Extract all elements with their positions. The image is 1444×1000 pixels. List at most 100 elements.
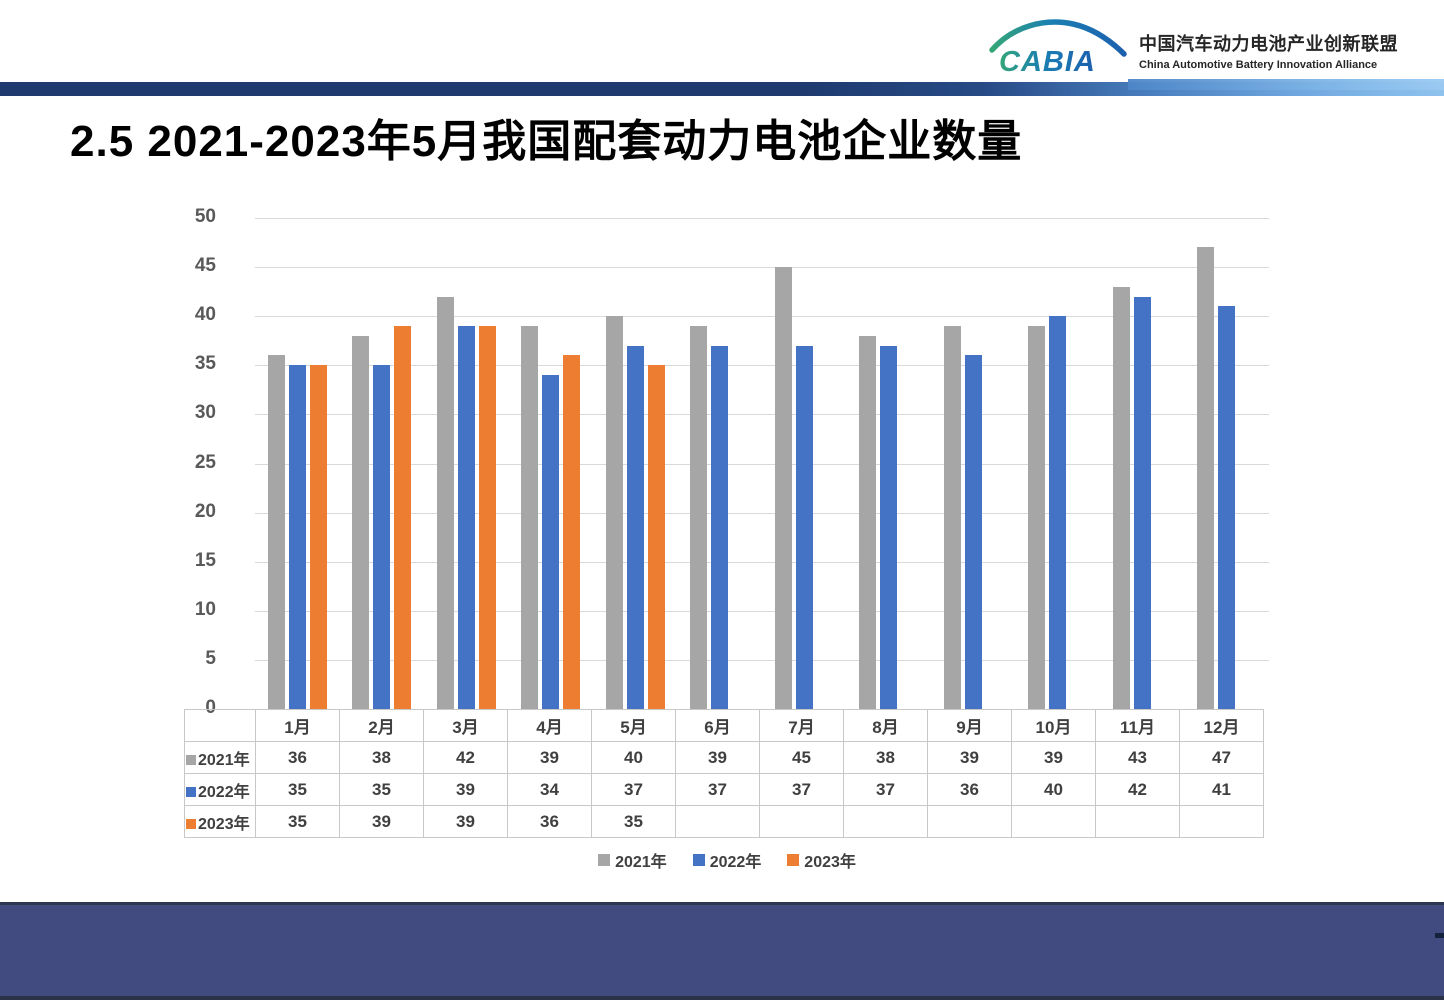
table-cell: 35 [255,773,340,806]
bar-2022年-7月 [795,345,813,709]
table-cell: 34 [507,773,592,806]
bar-2022年-4月 [542,375,560,709]
legend-item: 2022年 [692,848,762,872]
bar-2021年-5月 [605,316,623,709]
bar-2022年-6月 [711,345,729,709]
table-row: 2021年 36 38 42 39 40 39 45 38 39 39 43 47 [184,741,1264,774]
table-cell [1011,805,1096,838]
table-month-header: 9月 [927,709,1012,742]
logo-text: 中国汽车动力电池产业创新联盟 China Automotive Battery … [1139,30,1398,71]
bar-2022年-11月 [1133,296,1151,709]
series-key-swatch [186,754,196,765]
gridline [255,365,1269,367]
table-month-header: 6月 [675,709,760,742]
table-cell: 39 [339,805,424,838]
table-cell: 39 [1011,741,1096,774]
table-cell: 45 [759,741,844,774]
table-cell: 36 [507,805,592,838]
footer-edge-tick [1435,933,1444,938]
legend-item: 2023年 [787,848,856,872]
bar-2022年-12月 [1218,306,1236,709]
table-cell: 39 [927,741,1012,774]
table-cell: 37 [675,773,760,806]
table-row: 2023年 35 39 39 36 35 [184,805,1264,838]
bar-2021年-3月 [436,296,454,709]
table-cell: 37 [759,773,844,806]
bar-2022年-2月 [373,365,391,709]
y-axis: 0 5 10 15 20 25 30 35 40 45 50 [150,0,216,1000]
bar-2022年-9月 [964,355,982,709]
series-key-swatch [186,818,196,829]
legend-label: 2021年 [615,854,667,871]
y-tick-label: 50 [194,206,216,227]
y-tick-label: 15 [194,549,216,571]
y-tick-label: 25 [194,451,216,473]
cabia-logo: CABIA 中国汽车动力电池产业创新联盟 China Automotive Ba… [985,14,1398,78]
bar-2021年-9月 [943,326,961,709]
gridline [255,659,1269,661]
bar-2021年-1月 [267,355,285,709]
logo-en-name: China Automotive Battery Innovation Alli… [1139,59,1378,71]
table-month-header: 5月 [591,709,676,742]
table-cell: 40 [1011,773,1096,806]
gridline [255,267,1269,269]
bar-2023年-2月 [394,326,412,709]
table-month-header: 4月 [507,709,592,742]
y-tick-label: 10 [194,598,216,620]
bar-2023年-5月 [647,365,665,709]
data-table: 1月 2月 3月 4月 5月 6月 7月 8月 9月 10月 11月 12月 2021年 36 38 42 39… [184,709,1264,838]
gridline [255,218,1269,219]
legend-label: 2023年 [804,854,856,871]
bar-2023年-3月 [478,326,496,709]
series-key-label: 2021年 [184,741,256,774]
table-month-header: 3月 [423,709,508,742]
table-cell: 39 [675,741,760,774]
table-month-header: 2月 [339,709,424,742]
table-corner-cell [184,709,256,742]
table-cell [927,805,1012,838]
legend-label: 2022年 [709,854,762,871]
y-tick-label: 40 [194,304,216,326]
table-month-header: 8月 [843,709,928,742]
y-tick-label: 45 [194,255,216,277]
svg-text:CABIA: CABIA [999,46,1096,78]
table-month-header: 1月 [255,709,340,742]
gridline [255,316,1269,318]
bar-2023年-4月 [563,355,581,709]
bar-2022年-10月 [1049,316,1067,709]
table-month-header: 7月 [759,709,844,742]
header-ribbon-highlight [1128,79,1444,90]
table-cell: 36 [255,741,340,774]
table-cell [1095,805,1180,838]
table-cell: 47 [1179,741,1264,774]
table-cell: 41 [1179,773,1264,806]
y-tick-label: 5 [205,647,216,669]
bar-2021年-4月 [521,326,539,709]
y-tick-label: 0 [205,697,216,718]
table-cell: 38 [843,741,928,774]
gridline [255,561,1269,563]
table-cell: 35 [591,805,676,838]
table-cell [1179,805,1264,838]
legend-item: 2021年 [598,848,667,872]
table-month-header: 10月 [1011,709,1096,742]
table-cell [843,805,928,838]
gridline [255,463,1269,465]
gridline [255,512,1269,514]
bar-2022年-8月 [880,345,898,709]
table-cell [759,805,844,838]
cabia-logo-icon: CABIA [989,19,1127,78]
series-key-label: 2022年 [184,773,256,806]
table-cell: 37 [843,773,928,806]
y-tick-label: 20 [194,500,216,522]
bar-2022年-3月 [457,326,475,709]
bar-2021年-2月 [352,335,370,709]
plot-area [255,218,1269,709]
bar-2022年-5月 [626,345,644,709]
table-month-header: 11月 [1095,709,1180,742]
table-cell: 39 [423,805,508,838]
bar-2022年-1月 [288,365,306,709]
legend-swatch [692,854,705,866]
gridline [255,414,1269,416]
